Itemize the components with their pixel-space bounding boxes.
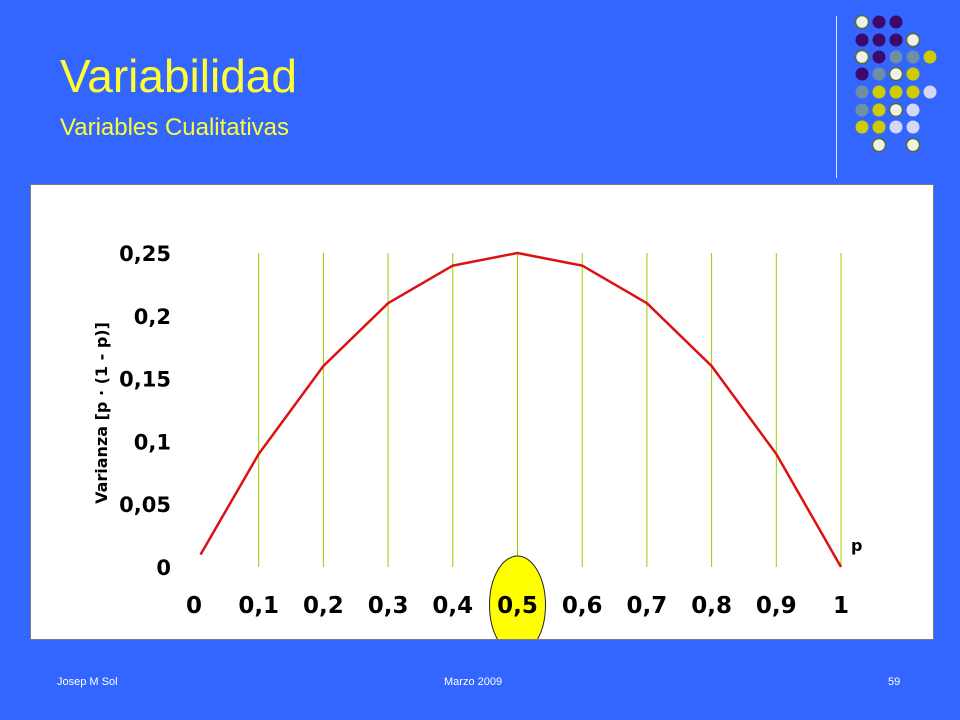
y-tick-label: 0,05 <box>119 493 171 517</box>
globe-icon <box>888 102 904 118</box>
x-tick-label: 0,5 <box>497 593 538 619</box>
globe-icon <box>871 137 887 153</box>
x-tick-label: 0 <box>186 593 202 619</box>
deco-dot <box>872 103 886 117</box>
highlight-ellipse <box>489 555 546 639</box>
x-tick-label: 0,1 <box>238 593 279 619</box>
slide-subtitle: Variables Cualitativas <box>60 114 289 141</box>
deco-dot <box>889 50 903 64</box>
deco-dot <box>906 67 920 81</box>
gridlines <box>258 253 842 567</box>
deco-dot <box>923 85 937 99</box>
y-tick-label: 0,15 <box>119 368 171 392</box>
variance-chart: 0 0,1 0,2 0,3 0,4 0,5 0,6 0,7 0,8 0,9 1 0 0,05 0,1 0,… <box>92 242 862 639</box>
globe-icon <box>905 137 921 153</box>
y-tick-label: 0,2 <box>134 305 171 329</box>
footer-date: Marzo 2009 <box>444 676 503 688</box>
deco-dot <box>906 103 920 117</box>
deco-dot <box>923 50 937 64</box>
deco-dot <box>872 120 886 134</box>
deco-dot <box>906 85 920 99</box>
y-tick-label: 0,1 <box>134 430 171 454</box>
deco-dot <box>855 120 869 134</box>
x-tick-label: 0,9 <box>756 593 797 619</box>
deco-dot <box>855 103 869 117</box>
deco-dot <box>889 15 903 29</box>
x-tick-label: 0,4 <box>432 593 473 619</box>
series-line <box>199 251 843 568</box>
slide-title: Variabilidad <box>60 50 297 102</box>
deco-dot <box>889 33 903 47</box>
y-tick-label: 0,25 <box>119 242 171 266</box>
y-tick-label: 0 <box>156 556 171 580</box>
globe-icon <box>854 49 870 65</box>
x-tick-label: 0,7 <box>627 593 668 619</box>
deco-dot <box>872 85 886 99</box>
deco-dot <box>855 85 869 99</box>
deco-dot <box>855 67 869 81</box>
x-tick-label: 0,2 <box>303 593 344 619</box>
globe-icon <box>905 32 921 48</box>
y-tick-labels: 0 0,05 0,1 0,15 0,2 0,25 <box>119 242 171 580</box>
globe-icon <box>888 66 904 82</box>
decorative-dot-grid <box>854 14 937 153</box>
deco-dot <box>906 50 920 64</box>
y-axis-label: Varianza [p · (1 - p)] <box>92 322 111 504</box>
page-number: 59 <box>888 676 901 688</box>
decorative-divider <box>836 16 837 178</box>
x-tick-label: 0,8 <box>691 593 732 619</box>
deco-dot <box>906 120 920 134</box>
x-tick-label: 0,6 <box>562 593 603 619</box>
footer-author: Josep M Sol <box>57 676 118 688</box>
globe-icon <box>854 14 870 30</box>
deco-dot <box>889 120 903 134</box>
deco-dot <box>855 33 869 47</box>
x-axis-label: p <box>851 536 862 555</box>
deco-dot <box>872 67 886 81</box>
deco-dot <box>872 50 886 64</box>
deco-dot <box>889 85 903 99</box>
deco-dot <box>872 15 886 29</box>
chart-panel: 0 0,1 0,2 0,3 0,4 0,5 0,6 0,7 0,8 0,9 1 0 0,05 0,1 0,… <box>30 184 934 640</box>
x-tick-labels: 0 0,1 0,2 0,3 0,4 0,5 0,6 0,7 0,8 0,9 1 <box>186 593 849 619</box>
x-tick-label: 1 <box>833 593 849 619</box>
x-tick-label: 0,3 <box>368 593 409 619</box>
deco-dot <box>872 33 886 47</box>
